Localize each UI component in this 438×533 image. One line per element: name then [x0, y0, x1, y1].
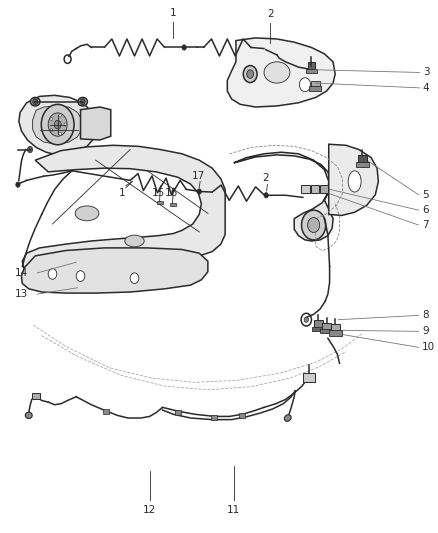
- Ellipse shape: [264, 62, 290, 83]
- Text: 6: 6: [422, 205, 429, 215]
- Polygon shape: [234, 152, 333, 241]
- Circle shape: [130, 273, 139, 284]
- Bar: [306, 69, 317, 73]
- Bar: [157, 200, 162, 204]
- Circle shape: [33, 99, 38, 105]
- Bar: [309, 86, 321, 91]
- Text: 16: 16: [165, 188, 178, 198]
- Text: 8: 8: [422, 310, 429, 320]
- Text: 7: 7: [422, 220, 429, 230]
- Circle shape: [264, 192, 268, 198]
- Circle shape: [28, 147, 33, 153]
- Circle shape: [307, 217, 320, 232]
- Polygon shape: [19, 95, 96, 155]
- Bar: [307, 62, 315, 70]
- Polygon shape: [329, 144, 378, 215]
- Text: 13: 13: [14, 289, 28, 299]
- Text: 15: 15: [152, 188, 165, 198]
- Circle shape: [48, 269, 57, 279]
- Bar: [331, 324, 339, 332]
- Ellipse shape: [31, 98, 40, 106]
- Bar: [300, 184, 310, 193]
- Circle shape: [50, 117, 53, 120]
- Circle shape: [64, 123, 67, 126]
- Bar: [358, 155, 367, 163]
- Ellipse shape: [348, 171, 361, 192]
- Bar: [175, 409, 181, 415]
- Circle shape: [243, 66, 257, 83]
- Bar: [320, 329, 333, 334]
- Circle shape: [16, 182, 20, 187]
- Text: 1: 1: [119, 188, 126, 198]
- Polygon shape: [81, 107, 111, 140]
- Bar: [311, 82, 320, 87]
- Circle shape: [54, 120, 61, 129]
- Ellipse shape: [78, 98, 88, 106]
- Bar: [329, 330, 342, 336]
- Polygon shape: [33, 106, 82, 144]
- Bar: [303, 373, 315, 382]
- Text: 10: 10: [422, 342, 435, 352]
- Bar: [314, 320, 323, 328]
- Bar: [311, 184, 319, 193]
- Circle shape: [301, 210, 326, 240]
- Circle shape: [48, 113, 67, 136]
- Circle shape: [59, 114, 61, 117]
- Circle shape: [76, 271, 85, 281]
- Circle shape: [41, 104, 74, 145]
- Text: 12: 12: [143, 505, 156, 515]
- Text: 4: 4: [423, 83, 429, 93]
- Bar: [320, 184, 328, 193]
- Text: 17: 17: [192, 172, 205, 181]
- Circle shape: [59, 132, 61, 135]
- Text: 3: 3: [423, 68, 429, 77]
- Ellipse shape: [75, 206, 99, 221]
- Text: 2: 2: [267, 9, 274, 19]
- Bar: [322, 323, 331, 330]
- Circle shape: [80, 99, 85, 105]
- Circle shape: [247, 70, 254, 78]
- Circle shape: [197, 189, 201, 194]
- Polygon shape: [21, 248, 208, 293]
- Text: 5: 5: [422, 190, 429, 200]
- Bar: [356, 163, 369, 166]
- Text: 14: 14: [14, 268, 28, 278]
- Polygon shape: [22, 146, 225, 271]
- Text: 9: 9: [422, 326, 429, 336]
- Bar: [103, 409, 110, 414]
- Bar: [312, 327, 325, 332]
- Ellipse shape: [284, 415, 291, 422]
- Circle shape: [304, 317, 308, 322]
- Ellipse shape: [25, 412, 32, 418]
- Circle shape: [182, 45, 186, 50]
- Bar: [32, 393, 40, 399]
- Text: 11: 11: [227, 505, 240, 515]
- Bar: [170, 203, 176, 206]
- Text: 2: 2: [262, 173, 269, 182]
- Bar: [240, 413, 245, 418]
- Circle shape: [264, 47, 268, 52]
- Circle shape: [50, 128, 53, 132]
- Bar: [211, 415, 217, 420]
- Polygon shape: [227, 38, 335, 107]
- Ellipse shape: [125, 235, 144, 247]
- Circle shape: [300, 78, 311, 92]
- Text: 1: 1: [170, 7, 177, 18]
